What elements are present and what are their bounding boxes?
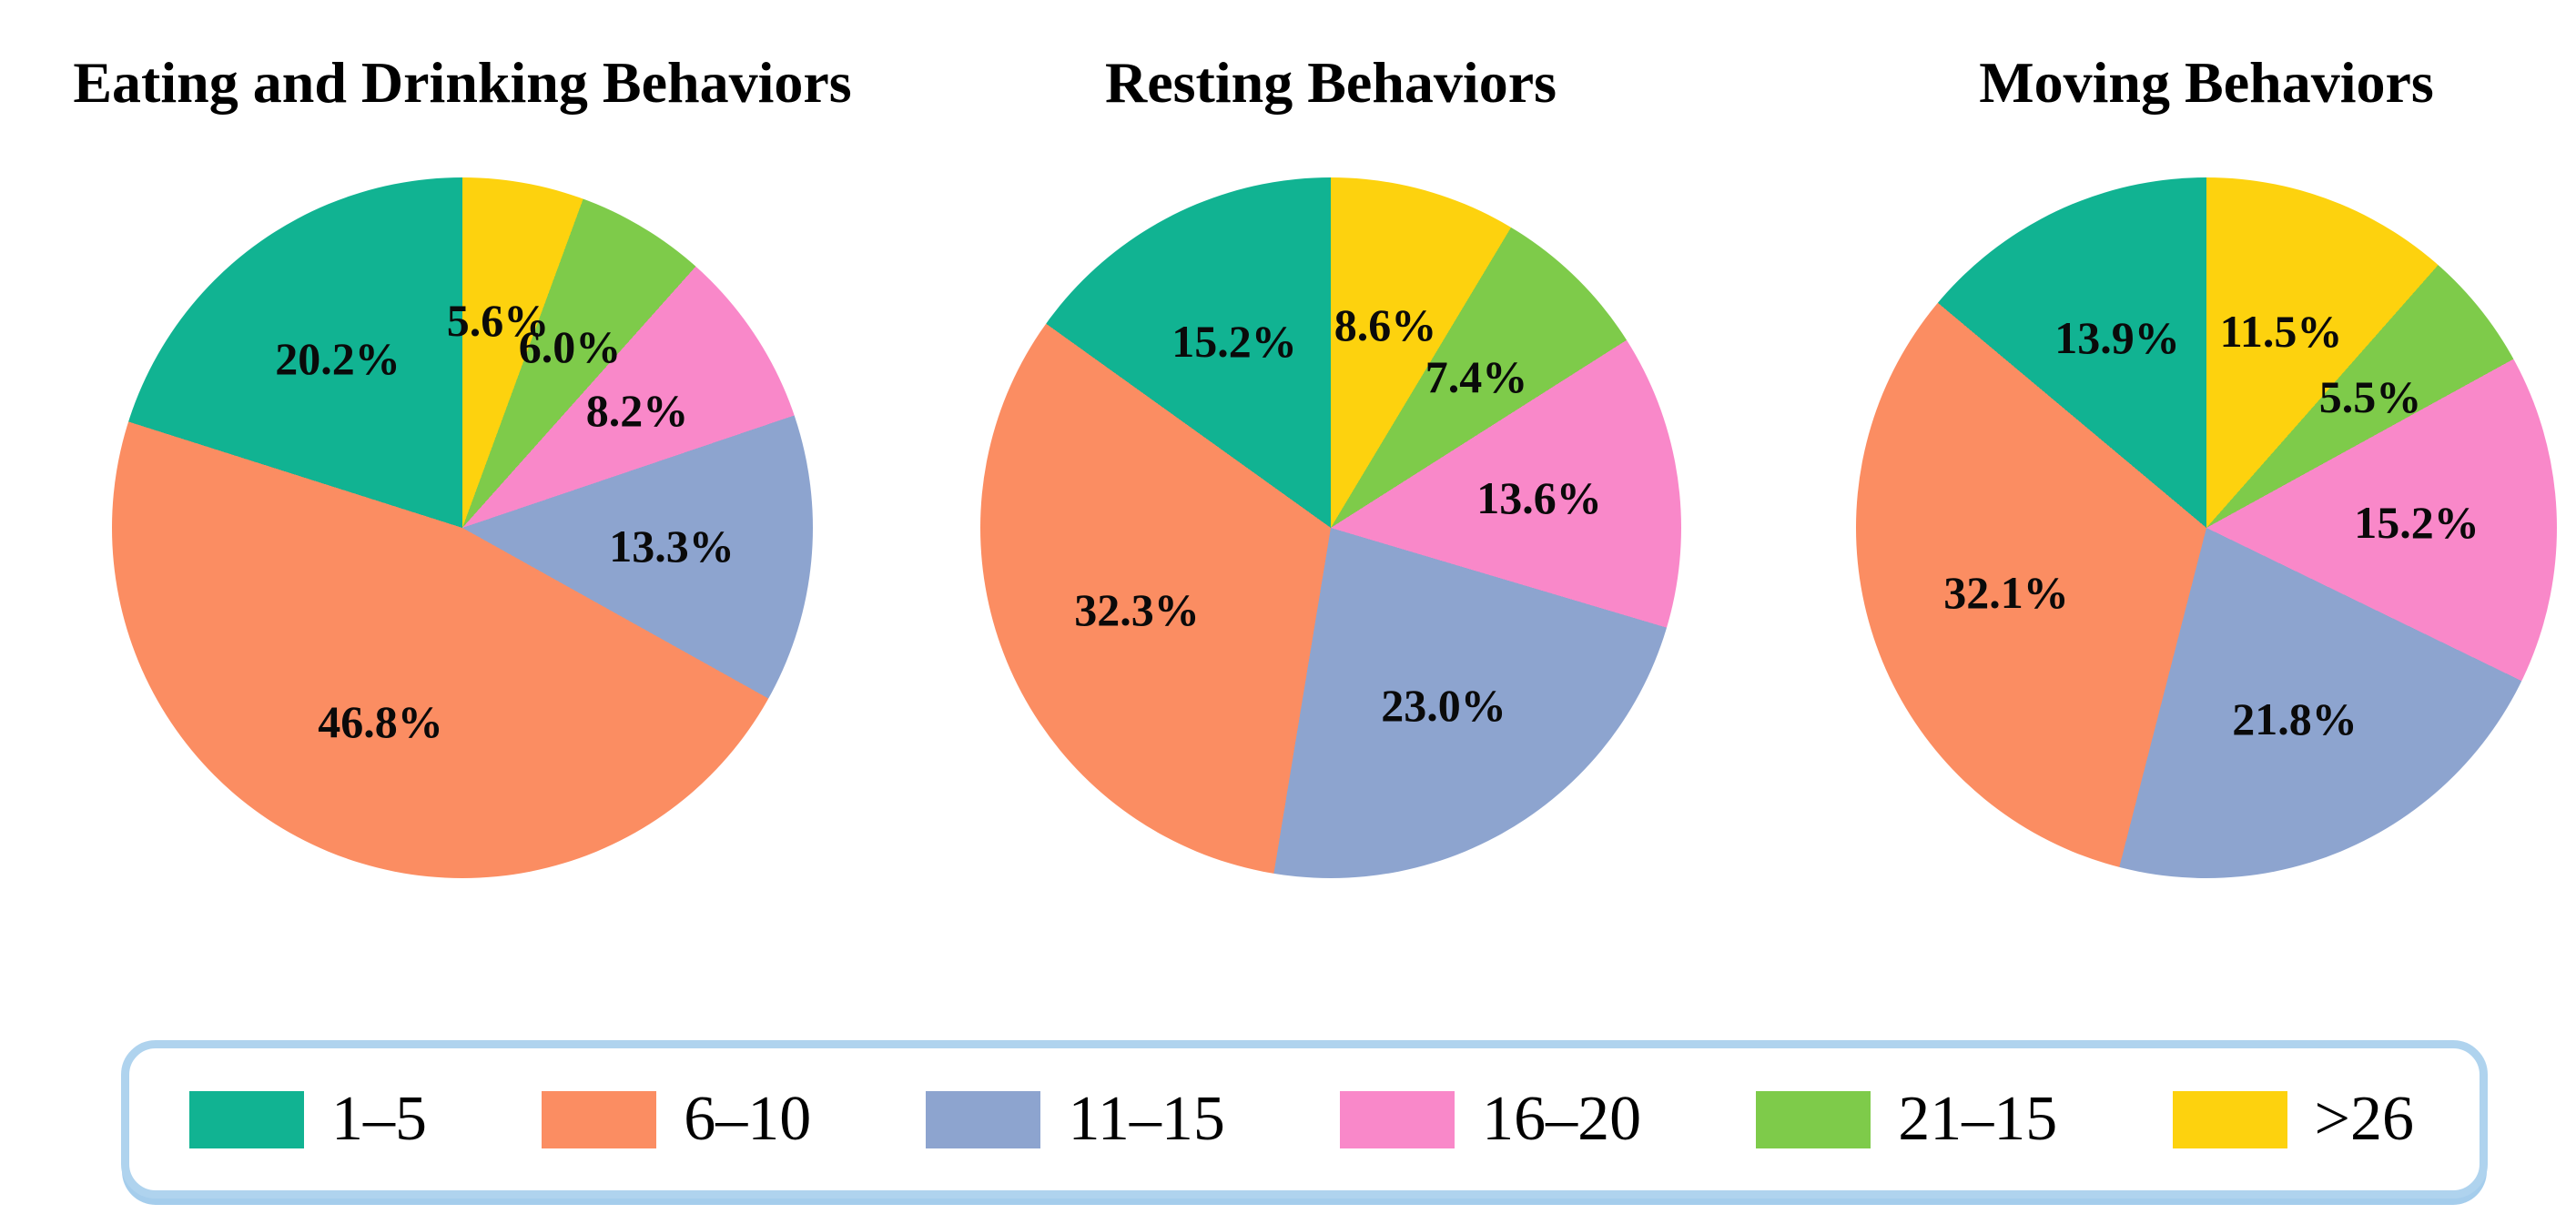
legend-swatch-icon — [1756, 1090, 1871, 1148]
chart-title-resting: Resting Behaviors — [1105, 50, 1557, 116]
slice-percentage-label: 46.8% — [318, 696, 443, 747]
legend-item: 21–15 — [1756, 1087, 2057, 1151]
legend-item: 1–5 — [189, 1087, 427, 1151]
legend-swatch-icon — [189, 1090, 304, 1148]
legend-label: 16–20 — [1482, 1084, 1642, 1154]
legend-label: 6–10 — [684, 1084, 812, 1154]
slice-percentage-label: 7.4% — [1425, 351, 1528, 402]
legend-swatch-icon — [926, 1090, 1041, 1148]
chart-title-moving: Moving Behaviors — [1979, 50, 2434, 116]
slice-percentage-label: 11.5% — [2219, 306, 2343, 357]
legend-label: >26 — [2314, 1084, 2414, 1154]
slice-percentage-label: 15.2% — [2354, 497, 2480, 548]
slice-percentage-label: 20.2% — [275, 333, 401, 384]
slice-percentage-label: 13.6% — [1476, 472, 1602, 523]
slice-percentage-label: 15.2% — [1171, 316, 1297, 367]
pie-eating-drinking: 20.2% 46.8% 13.3% 8.2% 6.0% 5.6% — [112, 177, 813, 878]
legend-label: 21–15 — [1898, 1084, 2058, 1154]
slice-percentage-label: 13.3% — [609, 521, 735, 572]
legend-swatch-icon — [542, 1090, 657, 1148]
legend-item: >26 — [2172, 1084, 2414, 1154]
pie-resting: 15.2% 32.3% 23.0% 13.6% 7.4% 8.6% — [980, 177, 1681, 878]
slice-percentage-label: 8.6% — [1334, 299, 1437, 350]
slice-percentage-label: 5.5% — [2318, 371, 2422, 422]
slice-percentage-label: 13.9% — [2054, 312, 2180, 363]
legend-label: 11–15 — [1068, 1084, 1225, 1154]
legend-label: 1–5 — [331, 1084, 427, 1154]
legend-item: 11–15 — [926, 1084, 1225, 1154]
legend-item: 6–10 — [542, 1087, 811, 1151]
legend: 1–5 6–10 11–15 16–20 21–15 >26 — [121, 1040, 2488, 1199]
pie-moving: 13.9% 32.1% 21.8% 15.2% 5.5% 11.5% — [1856, 177, 2557, 878]
chart-title-eating-drinking: Eating and Drinking Behaviors — [73, 50, 852, 116]
slice-percentage-label: 21.8% — [2232, 693, 2358, 744]
legend-item: 16–20 — [1340, 1087, 1641, 1151]
slice-percentage-label: 8.2% — [585, 385, 689, 436]
slice-percentage-label: 32.1% — [1943, 567, 2069, 618]
slice-percentage-label: 5.6% — [446, 295, 550, 346]
slice-percentage-label: 23.0% — [1381, 680, 1506, 731]
slice-percentage-label: 32.3% — [1074, 584, 1200, 635]
legend-swatch-icon — [2172, 1090, 2287, 1148]
legend-swatch-icon — [1340, 1090, 1455, 1148]
slice-percentage-label: 6.0% — [518, 321, 622, 372]
